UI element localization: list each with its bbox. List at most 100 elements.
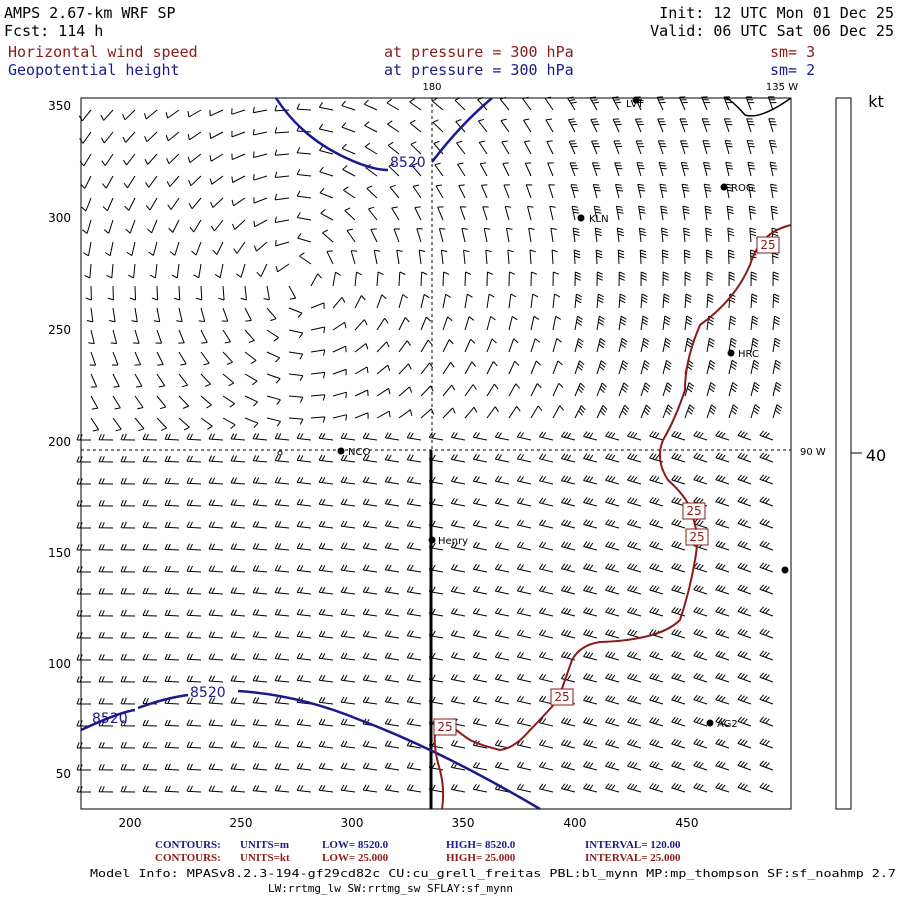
wind-barb [384,718,400,727]
wind-barb [420,385,434,397]
wind-barb [705,227,713,243]
wind-barb [573,249,581,265]
wind-barb [76,742,91,749]
wind-barb [440,249,448,265]
wind-barb [759,672,774,683]
wind-barb [627,739,642,749]
wind-barb [529,249,536,265]
wind-barb [318,476,334,485]
svg-text:Henry: Henry [438,536,468,547]
station-unnamed[interactable] [781,566,789,574]
wind-barb [266,373,281,384]
wind-barb [693,782,708,793]
wind-barb [516,629,532,639]
wind-barb [340,586,356,595]
wind-barb [288,307,303,318]
wind-barb [662,293,670,309]
wind-barb [318,696,334,705]
wind-barb [288,417,304,425]
wind-barb [376,364,391,375]
wind-barb [583,585,598,595]
station-ag2[interactable]: AG2 [706,719,738,730]
wind-barb [100,109,114,121]
wind-barb [208,587,224,595]
wind-barb [362,674,378,683]
wind-barb [142,477,158,485]
wind-barb [364,142,378,155]
wind-barb [472,431,488,441]
wind-barb [186,477,202,485]
wind-barb [528,227,535,243]
wind-barb [681,183,690,199]
wind-barb [737,782,752,793]
wind-barb [649,584,664,595]
station-kln[interactable]: KLN [577,214,609,225]
station-rog[interactable]: ROG [720,183,754,194]
wind-barb [107,285,114,301]
wind-barb [164,719,180,727]
wind-barb [76,632,91,639]
wind-barb [76,654,91,661]
wind-barb [230,455,246,463]
wind-barb [640,337,650,353]
wind-barb [102,175,114,189]
wind-barb [684,293,692,309]
wind-barb [640,382,651,397]
wind-barb [458,184,466,199]
wind-barb [318,674,334,683]
wind-barb [318,102,334,111]
wind-barb [120,631,136,639]
wind-barb [627,673,642,683]
wind-barb [605,453,620,463]
wind-barb [388,163,400,177]
wind-barb [433,140,444,155]
station-henry[interactable]: Henry [428,536,469,547]
station-nco[interactable]: NCO [277,447,370,458]
wind-barb [538,519,554,529]
wind-barb [346,228,356,243]
wind-barb [275,239,290,247]
y-axis: 350 300 250 200 150 100 50 [48,99,71,781]
forecast-hour: Fcst: 114 h [4,22,103,40]
wind-barb [693,672,708,683]
wind-barb [310,371,326,379]
wind-barb [252,587,268,595]
wind-barb [605,497,620,507]
wind-barb [530,293,539,309]
wind-barb [362,652,378,661]
wind-barb [362,740,378,749]
wind-barb [362,476,378,485]
wind-barb [178,351,187,366]
wind-barb [186,763,202,771]
wind-barb [296,564,312,573]
wind-barb [450,498,466,507]
wind-barb [171,263,180,279]
wind-barb [516,717,532,727]
wind-barb [494,651,510,661]
wind-barb [173,285,181,301]
wind-barb [728,249,735,265]
station-lvt[interactable]: LVT [626,96,644,111]
wind-barb [684,382,695,397]
wind-barb [605,475,620,485]
station-hrc[interactable]: HRC [727,349,759,360]
wind-barb [486,383,499,397]
wind-barb [340,696,356,705]
wind-barb [592,184,601,199]
wind-barb [340,476,356,485]
y-tick-label: 250 [48,323,71,337]
wind-barb [208,455,224,463]
wind-barb [120,785,136,793]
wind-barb [230,433,246,441]
wind-barb [759,540,774,551]
wind-barb [454,97,466,111]
footer-contour1-low: LOW= 8520.0 [322,839,389,851]
wind-barb [715,760,730,771]
wind-barb [538,607,554,617]
wind-barb [660,205,668,221]
wind-barb [274,564,290,573]
wind-barb [142,565,158,573]
wind-barb [310,273,322,287]
wind-barb [76,456,91,463]
x-axis: 200 250 300 350 400 450 [119,816,699,830]
